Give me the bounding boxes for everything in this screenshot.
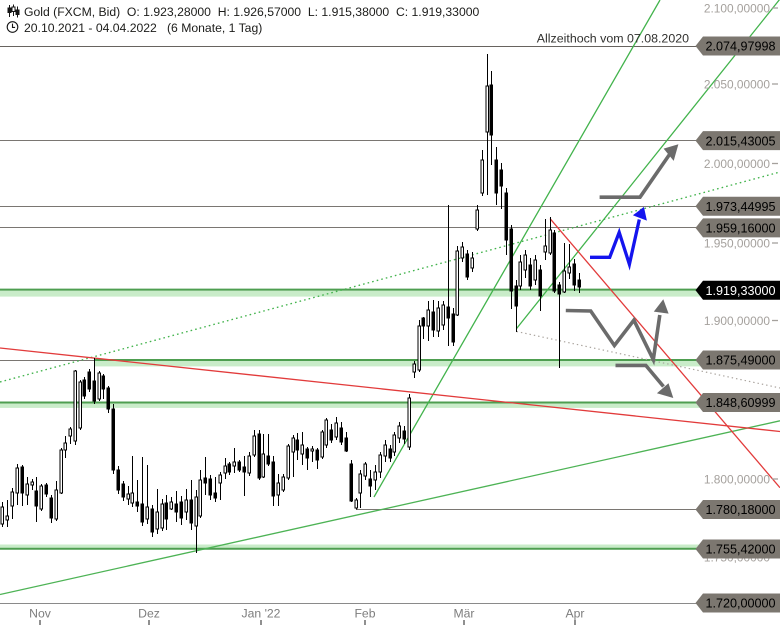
svg-text:1.900,00000: 1.900,00000 (704, 314, 771, 328)
svg-text:1.800,00000: 1.800,00000 (704, 473, 771, 487)
svg-text:Dez: Dez (138, 607, 160, 621)
svg-text:Apr: Apr (566, 607, 585, 621)
svg-text:1.950,00000: 1.950,00000 (704, 237, 771, 251)
svg-text:2.015,43005: 2.015,43005 (706, 134, 776, 148)
svg-text:Gold (FXCM, Bid) O: 1.923,280: Gold (FXCM, Bid) O: 1.923,28000 H: 1.926… (24, 5, 480, 19)
svg-text:2.000,00000: 2.000,00000 (704, 157, 771, 171)
svg-text:2.050,00000: 2.050,00000 (704, 78, 771, 92)
svg-text:Nov: Nov (29, 607, 52, 621)
svg-text:1.919,33000: 1.919,33000 (706, 284, 776, 298)
svg-text:1.973,44995: 1.973,44995 (706, 200, 776, 214)
svg-text:Mär: Mär (454, 607, 475, 621)
svg-text:2.074,97998: 2.074,97998 (706, 40, 776, 54)
svg-text:1.755,42000: 1.755,42000 (706, 543, 776, 557)
svg-text:1.780,18000: 1.780,18000 (706, 503, 776, 517)
svg-text:1.875,49000: 1.875,49000 (706, 354, 776, 368)
svg-text:Allzeithoch vom 07.08.2020: Allzeithoch vom 07.08.2020 (537, 31, 689, 45)
svg-text:2.100,00000: 2.100,00000 (704, 2, 771, 16)
svg-text:Feb: Feb (354, 607, 375, 621)
svg-text:1.720,00000: 1.720,00000 (706, 597, 776, 611)
svg-text:Jan '22: Jan '22 (242, 607, 281, 621)
svg-text:1.848,60999: 1.848,60999 (706, 396, 776, 410)
svg-text:1.959,16000: 1.959,16000 (706, 222, 776, 236)
svg-text:20.10.2021 - 04.04.2022 (6 M: 20.10.2021 - 04.04.2022 (6 Monate, 1 Tag… (24, 21, 262, 35)
